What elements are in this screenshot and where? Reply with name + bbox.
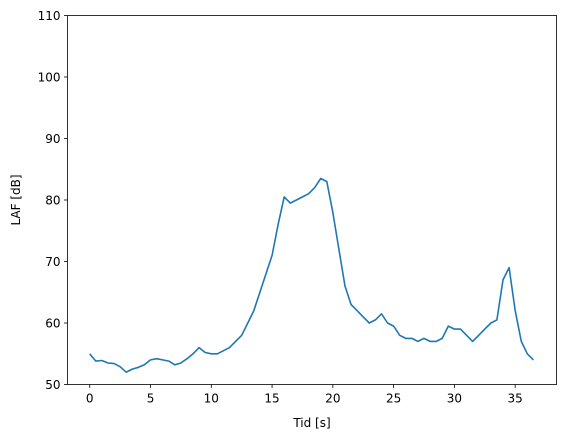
y-axis-label: LAF [dB] <box>9 174 23 225</box>
y-tick-label: 80 <box>45 194 60 208</box>
y-tick-label: 50 <box>45 378 60 392</box>
x-tick-label: 15 <box>264 392 279 406</box>
x-tick-label: 25 <box>386 392 401 406</box>
x-axis-label: Tid [s] <box>292 416 330 430</box>
y-tick-label: 100 <box>38 71 61 85</box>
x-tick-label: 10 <box>204 392 219 406</box>
x-tick-label: 35 <box>508 392 523 406</box>
y-axis-ticks: 50 60 70 80 90 100 110 <box>38 9 68 392</box>
y-tick-label: 60 <box>45 317 60 331</box>
plot-frame <box>67 15 557 385</box>
x-tick-label: 0 <box>86 392 94 406</box>
x-tick-label: 30 <box>447 392 462 406</box>
x-tick-label: 5 <box>147 392 155 406</box>
x-axis-ticks: 0 5 10 15 20 25 30 35 <box>86 384 523 406</box>
y-tick-label: 110 <box>38 9 61 23</box>
series-line <box>89 177 534 373</box>
y-tick-label: 70 <box>45 255 60 269</box>
y-tick-label: 90 <box>45 132 60 146</box>
x-tick-label: 20 <box>325 392 340 406</box>
